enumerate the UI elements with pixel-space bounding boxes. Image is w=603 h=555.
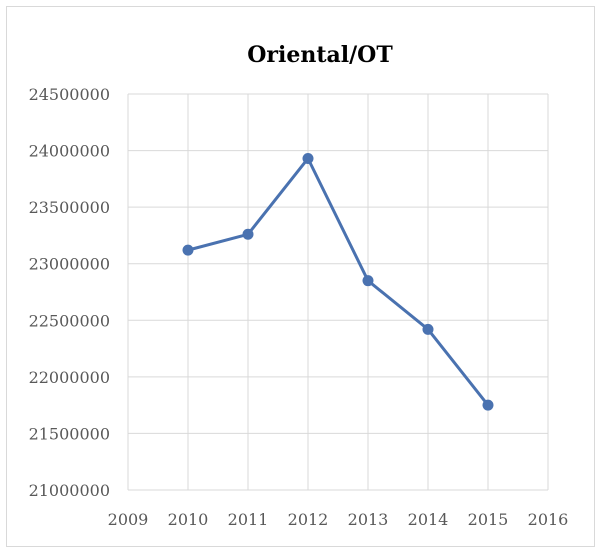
x-tick-label: 2010 [168, 510, 209, 529]
y-tick-label: 22500000 [29, 311, 110, 330]
data-point [422, 323, 434, 335]
x-tick-label: 2016 [528, 510, 569, 529]
y-tick-label: 23500000 [29, 198, 110, 217]
data-point [242, 228, 254, 240]
y-tick-label: 22000000 [29, 368, 110, 387]
y-axis-tick-labels: 21000000 21500000 22000000 22500000 23000000… [29, 85, 110, 500]
y-tick-label: 21000000 [29, 481, 110, 500]
x-axis-tick-labels: 2009 2010 2011 2012 2013 2014 2015 2016 [108, 510, 569, 529]
y-tick-label: 21500000 [29, 424, 110, 443]
y-tick-label: 24500000 [29, 85, 110, 104]
gridlines [127, 93, 549, 491]
series-line [187, 156, 490, 407]
y-tick-label: 23000000 [29, 255, 110, 274]
y-tick-label: 24000000 [29, 142, 110, 161]
x-tick-label: 2012 [288, 510, 329, 529]
chart-title: Oriental/OT [247, 42, 393, 68]
x-tick-label: 2015 [468, 510, 509, 529]
chart-frame [6, 6, 595, 547]
data-point [302, 152, 314, 164]
x-tick-label: 2011 [228, 510, 269, 529]
data-point [482, 399, 494, 411]
series-layer [182, 152, 494, 411]
x-tick-label: 2009 [108, 510, 149, 529]
data-point [182, 244, 194, 256]
x-tick-label: 2014 [408, 510, 449, 529]
x-tick-label: 2013 [348, 510, 389, 529]
data-point [362, 275, 374, 287]
